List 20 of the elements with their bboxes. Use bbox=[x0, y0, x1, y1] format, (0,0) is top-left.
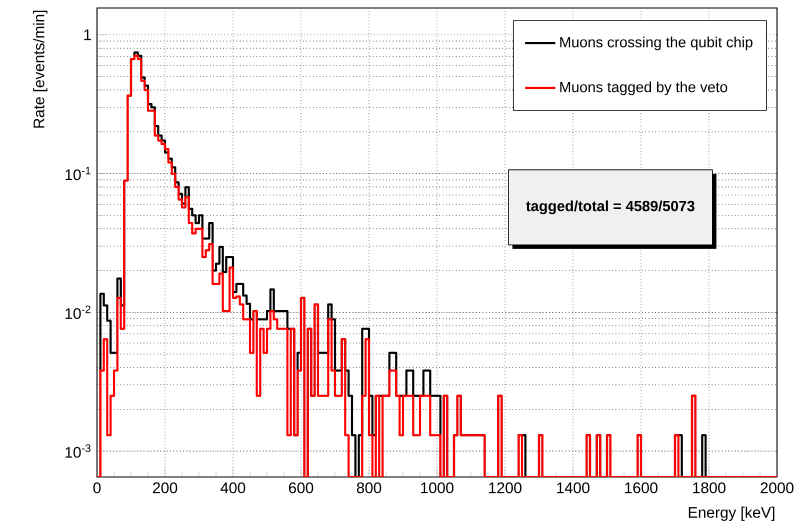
x-axis-title: Energy [keV] bbox=[688, 506, 774, 521]
y-tick-label: 10$^{-3}$ bbox=[66, 444, 90, 458]
x-tick-label: 400 bbox=[220, 482, 246, 494]
x-tick-label: 0 bbox=[93, 482, 101, 494]
x-tick-label: 800 bbox=[356, 482, 382, 494]
legend-label: Muons crossing the qubit chip bbox=[560, 36, 752, 50]
y-tick-label: 10$^{-1}$ bbox=[66, 166, 90, 180]
x-tick-label: 1000 bbox=[421, 482, 454, 494]
y-tick-label: 10$^{-2}$ bbox=[66, 306, 90, 320]
x-tick-label: 200 bbox=[152, 482, 178, 494]
x-tick-label: 1400 bbox=[557, 482, 590, 494]
x-tick-label: 1600 bbox=[625, 482, 658, 494]
x-tick-label: 600 bbox=[288, 482, 314, 494]
x-tick-label: 2000 bbox=[760, 482, 794, 494]
y-axis-title: Rate [events/min] bbox=[33, 10, 48, 128]
x-tick-label: 1800 bbox=[693, 482, 726, 494]
legend-label: Muons tagged by the veto bbox=[560, 81, 728, 96]
x-tick-label: 1200 bbox=[489, 482, 522, 494]
y-tick-label: 1 bbox=[84, 30, 91, 40]
annotation: tagged/total = 4589/5073 bbox=[526, 200, 694, 214]
